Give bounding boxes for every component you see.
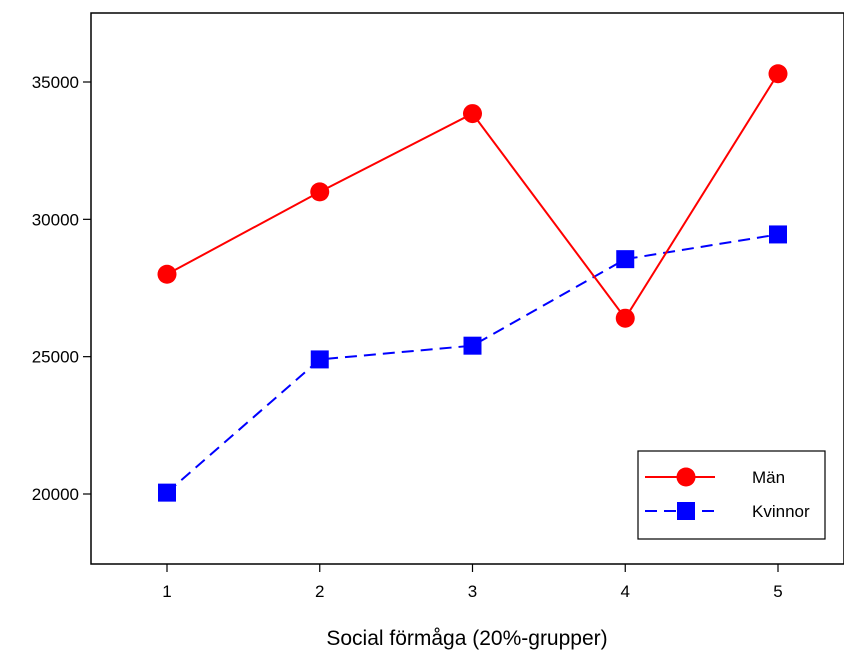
- y-tick-label: 35000: [32, 73, 79, 92]
- x-axis: 1 2 3 4 5: [162, 564, 783, 601]
- y-tick-label: 25000: [32, 348, 79, 367]
- data-point-kvinnor: [463, 336, 482, 355]
- legend-box: [637, 450, 826, 540]
- y-tick-label: 30000: [32, 210, 79, 229]
- plot-frame: [90, 12, 844, 565]
- data-point-m-n: [463, 104, 482, 124]
- y-axis: 20000 25000 30000 35000: [32, 73, 91, 504]
- data-point-m-n: [768, 64, 788, 84]
- x-axis-title: Social förmåga (20%-grupper): [326, 627, 607, 650]
- x-tick-label: 3: [468, 582, 477, 601]
- legend: Män Kvinnor: [637, 450, 826, 540]
- x-tick-label: 2: [315, 582, 324, 601]
- legend-marker-man: [676, 467, 696, 487]
- y-tick-label: 20000: [32, 485, 79, 504]
- data-point-kvinnor: [158, 483, 176, 502]
- legend-label-man: Män: [752, 468, 785, 487]
- data-point-kvinnor: [769, 225, 787, 244]
- data-point-m-n: [310, 182, 330, 202]
- data-point-m-n: [157, 264, 177, 284]
- data-point-kvinnor: [616, 250, 635, 269]
- series-layer: [157, 64, 788, 502]
- x-tick-label: 4: [621, 582, 630, 601]
- data-point-m-n: [615, 308, 635, 328]
- legend-label-kvinnor: Kvinnor: [752, 502, 810, 521]
- x-tick-label: 5: [773, 582, 782, 601]
- x-tick-label: 1: [162, 582, 171, 601]
- series-line-kvinnor: [166, 233, 779, 494]
- data-point-kvinnor: [310, 350, 329, 369]
- legend-marker-kvinnor: [677, 502, 695, 520]
